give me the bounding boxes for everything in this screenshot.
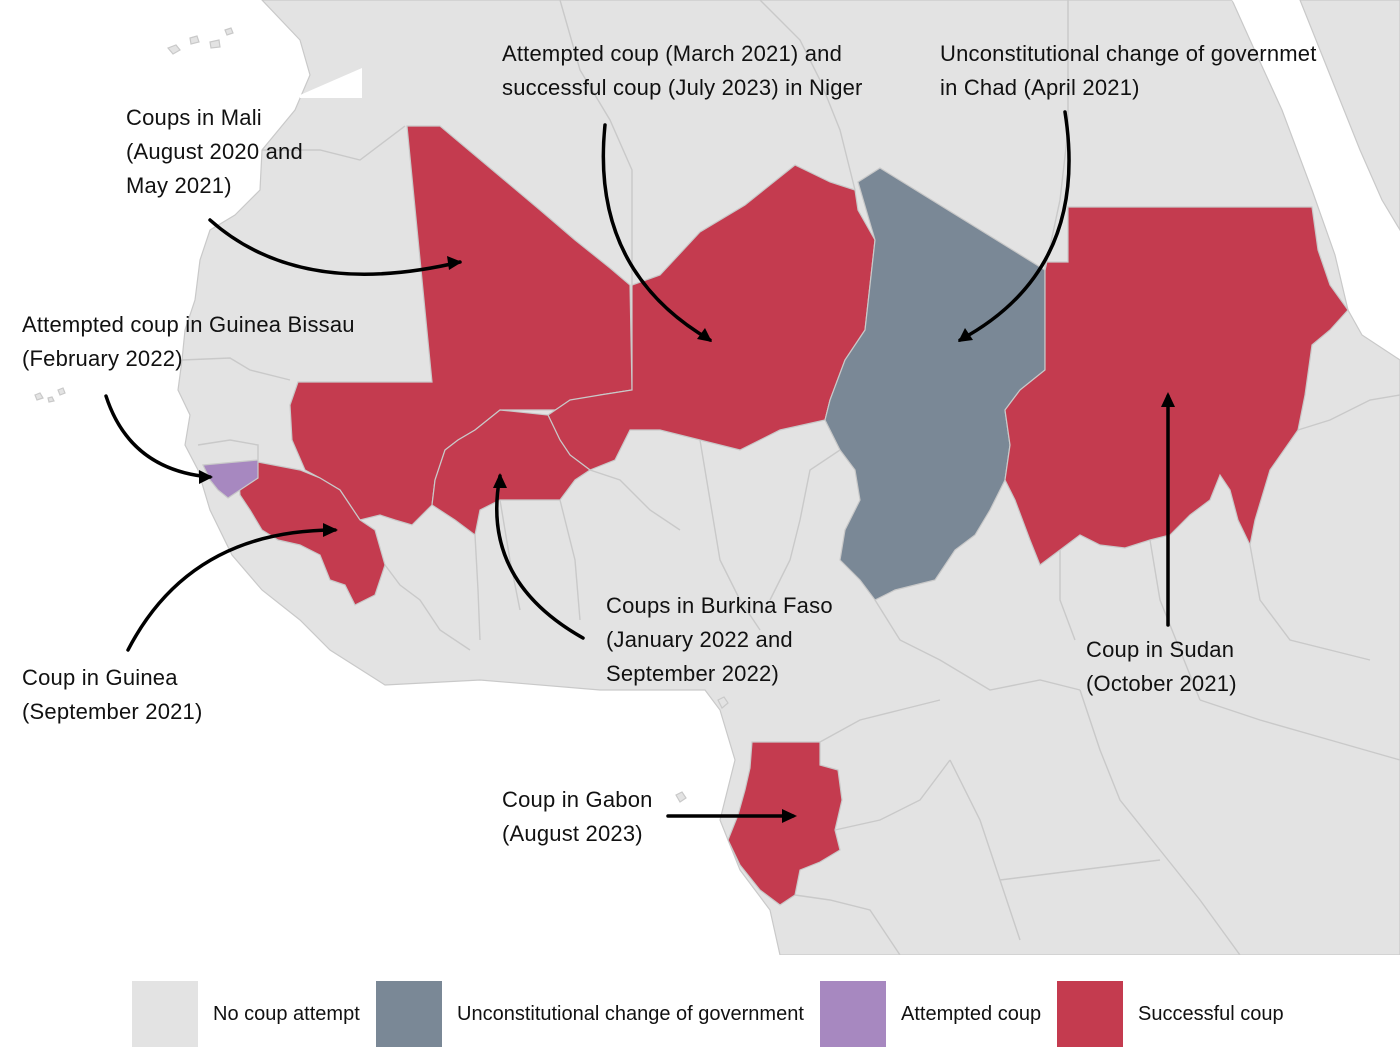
chad-arrowhead [958, 328, 973, 342]
legend-swatch-successful [1057, 981, 1123, 1047]
mali-annotation-line: Coups in Mali [126, 105, 262, 130]
canary-islands [166, 27, 234, 55]
niger-arrowhead [697, 328, 712, 342]
burkina-annotation-line: (January 2022 and [606, 627, 793, 652]
gabon-annotation: Coup in Gabon (August 2023) [502, 783, 653, 851]
guinea-annotation: Coup in Guinea (September 2021) [22, 661, 203, 729]
sudan-annotation-line: Coup in Sudan [1086, 637, 1235, 662]
cape-verde-islands [34, 387, 66, 403]
legend-label-attempted: Attempted coup [901, 1003, 1042, 1025]
chad-annotation: Unconstitutional change of governmet in … [940, 37, 1317, 105]
legend [0, 955, 1400, 1050]
red-sea [1232, 0, 1400, 330]
legend-label-unconstitutional: Unconstitutional change of government [457, 1003, 804, 1025]
legend-swatch-unconstitutional [376, 981, 442, 1047]
mali-annotation: Coups in Mali (August 2020 and May 2021) [126, 101, 303, 203]
burkina-annotation: Coups in Burkina Faso (January 2022 and … [606, 589, 833, 691]
sudan-annotation-line: (October 2021) [1086, 671, 1237, 696]
niger-annotation: Attempted coup (March 2021) and successf… [502, 37, 863, 105]
legend-swatch-attempted [820, 981, 886, 1047]
arabia-land [1299, 0, 1400, 232]
guinea-arrowhead [323, 523, 338, 537]
niger-annotation-line: Attempted coup (March 2021) and [502, 41, 843, 66]
chad-annotation-line: Unconstitutional change of governmet [940, 41, 1317, 66]
legend-label-no-coup: No coup attempt [213, 1003, 360, 1025]
country-borders [181, 0, 1400, 955]
chad-arrow [958, 110, 1071, 342]
gabon-annotation-line: Coup in Gabon [502, 787, 653, 812]
burkina-annotation-line: Coups in Burkina Faso [606, 593, 833, 618]
bioko-island [717, 696, 729, 709]
guinea-bissau-arrowhead [199, 470, 213, 484]
niger-arrow [601, 123, 712, 342]
mali-annotation-line: May 2021) [126, 173, 232, 198]
map-area: Coups in Mali (August 2020 and May 2021)… [22, 0, 1400, 955]
gabon-arrowhead [782, 809, 797, 823]
annotation-arrows [104, 110, 1175, 823]
sudan-shape [1004, 206, 1349, 566]
mali-arrow [208, 218, 462, 276]
guinea-bissau-annotation-line: (February 2022) [22, 346, 183, 371]
coast-notch [300, 68, 362, 98]
niger-annotation-line: successful coup (July 2023) in Niger [502, 75, 863, 100]
chad-annotation-line: in Chad (April 2021) [940, 75, 1140, 100]
guinea-bissau-arrow [104, 394, 212, 479]
legend-swatch-no-coup [132, 981, 198, 1047]
mali-arrowhead [447, 256, 462, 270]
guinea-annotation-line: Coup in Guinea [22, 665, 178, 690]
guinea-annotation-line: (September 2021) [22, 699, 203, 724]
sudan-arrowhead [1161, 392, 1175, 407]
africa-map [34, 0, 1400, 955]
guinea-bissau-shape [202, 459, 259, 499]
guinea-arrow [126, 528, 337, 652]
burkina-arrowhead [493, 473, 507, 488]
guinea-bissau-annotation-line: Attempted coup in Guinea Bissau [22, 312, 355, 337]
burkina-faso-shape [431, 409, 592, 537]
guinea-shape [237, 461, 386, 606]
guinea-bissau-annotation: Attempted coup in Guinea Bissau (Februar… [22, 308, 355, 376]
gabon-annotation-line: (August 2023) [502, 821, 643, 846]
legend-label-successful: Successful coup [1138, 1003, 1284, 1025]
mali-annotation-line: (August 2020 and [126, 139, 303, 164]
burkina-arrow [495, 474, 585, 640]
sao-tome-island [675, 791, 687, 803]
burkina-annotation-line: September 2022) [606, 661, 779, 686]
sudan-annotation: Coup in Sudan (October 2021) [1086, 633, 1237, 701]
